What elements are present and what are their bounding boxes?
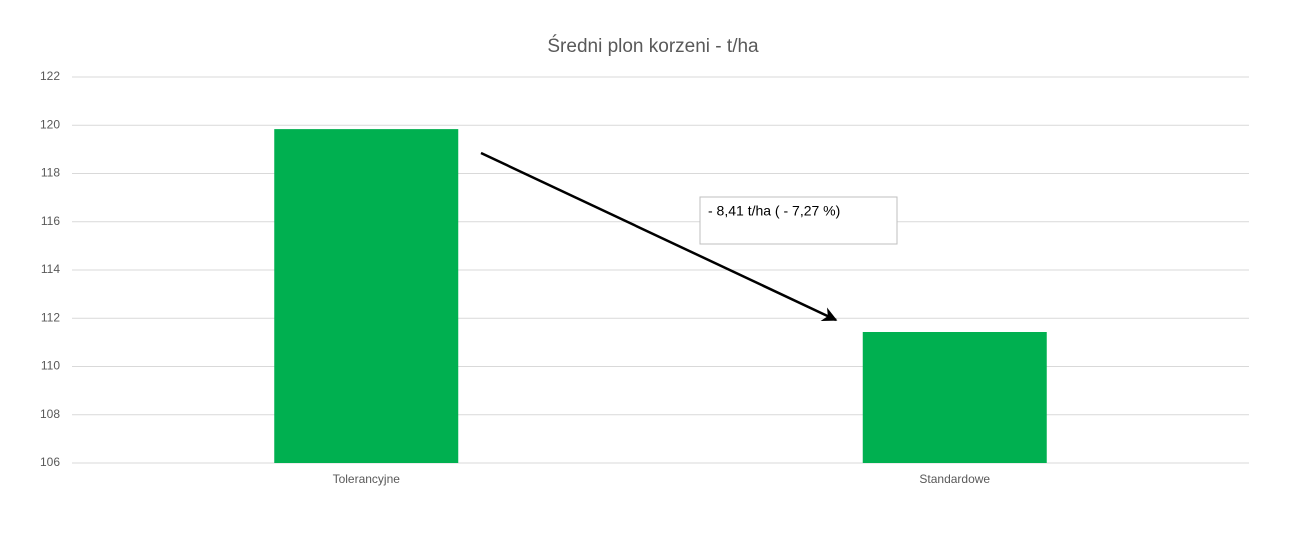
- y-tick-label: 116: [41, 214, 60, 228]
- x-tick-label: Tolerancyjne: [333, 472, 401, 486]
- grid: 106 108 110 112 114 116 118 120 122 Tolerancyjne S…: [40, 69, 1249, 486]
- y-tick-label: 122: [40, 69, 60, 83]
- y-tick-label: 120: [40, 117, 60, 131]
- bars: [274, 129, 1047, 464]
- annotation-box: [699, 196, 898, 245]
- y-tick-label: 108: [40, 407, 60, 421]
- y-tick-label: 118: [41, 166, 60, 180]
- arrow: [480, 151, 838, 322]
- y-tick-label: 114: [41, 262, 60, 276]
- annotation: - 8,41 t/ha ( - 7,27 %): [708, 203, 840, 219]
- x-tick-label: Standardowe: [919, 472, 990, 486]
- y-tick-label: 110: [41, 359, 60, 373]
- chart-title: Średni plon korzeni - t/ha: [547, 35, 759, 57]
- bar: [862, 332, 1047, 463]
- bar: [274, 129, 459, 464]
- y-tick-label: 112: [41, 310, 60, 324]
- y-tick-label: 106: [40, 455, 60, 469]
